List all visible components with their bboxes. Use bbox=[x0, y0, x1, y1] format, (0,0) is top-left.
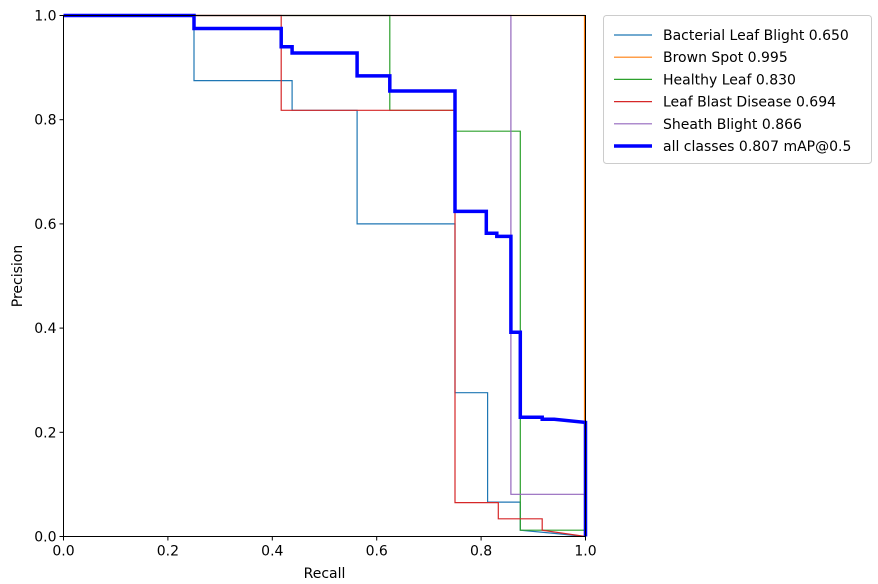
y-tick-label: 0.0 bbox=[34, 530, 56, 546]
legend-label: Sheath Blight 0.866 bbox=[663, 117, 802, 133]
y-tick-label: 0.2 bbox=[34, 425, 56, 441]
series-line-2 bbox=[63, 14, 587, 537]
y-tick-label: 0.4 bbox=[34, 321, 56, 337]
y-axis-ticks: 0.0 0.2 0.4 0.6 0.8 1.0 bbox=[34, 9, 64, 546]
y-tick-label: 0.6 bbox=[34, 217, 56, 233]
y-axis-label: Precision bbox=[10, 245, 26, 307]
legend-label: Brown Spot 0.995 bbox=[663, 50, 788, 66]
series-line-4 bbox=[63, 14, 587, 537]
x-tick-label: 1.0 bbox=[574, 544, 596, 560]
legend: Bacterial Leaf Blight 0.650 Brown Spot 0.… bbox=[603, 15, 872, 164]
series-line-3 bbox=[63, 14, 586, 538]
x-axis-ticks: 0.0 0.2 0.4 0.6 0.8 1.0 bbox=[52, 536, 597, 560]
legend-label: Healthy Leaf 0.830 bbox=[663, 72, 796, 88]
x-tick-label: 0.2 bbox=[157, 544, 179, 560]
x-tick-label: 0.4 bbox=[261, 544, 283, 560]
legend-label: Bacterial Leaf Blight 0.650 bbox=[663, 28, 849, 44]
x-tick-label: 0.8 bbox=[470, 544, 492, 560]
plot-lines bbox=[63, 13, 588, 538]
y-tick-label: 1.0 bbox=[34, 9, 56, 25]
x-tick-label: 0.6 bbox=[366, 544, 388, 560]
series-line-5 bbox=[63, 13, 588, 537]
series-line-1 bbox=[63, 14, 586, 537]
x-axis-label: Recall bbox=[304, 566, 346, 582]
legend-label: all classes 0.807 mAP@0.5 bbox=[663, 139, 851, 155]
legend-frame bbox=[603, 15, 872, 164]
x-tick-label: 0.0 bbox=[52, 544, 74, 560]
y-tick-label: 0.8 bbox=[34, 113, 56, 129]
axes-frame bbox=[63, 15, 586, 537]
legend-label: Leaf Blast Disease 0.694 bbox=[663, 95, 836, 111]
series-line-0 bbox=[63, 14, 586, 538]
